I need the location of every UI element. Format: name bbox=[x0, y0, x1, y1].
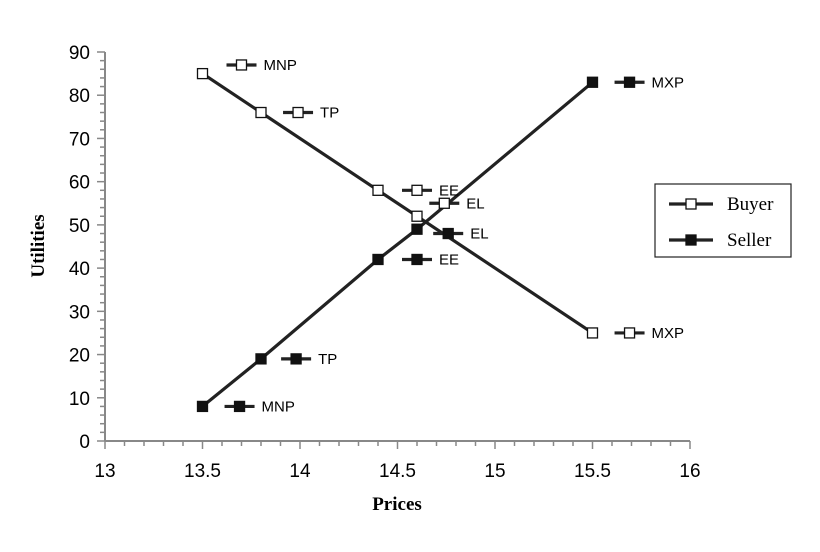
annotation-marker bbox=[411, 184, 423, 196]
marker-seller bbox=[196, 400, 209, 413]
marker-seller bbox=[586, 76, 599, 88]
annotation-mxp: MXP bbox=[614, 325, 685, 342]
annotations: MNP TP EE EL MXP MXP EL EE TP MNP bbox=[224, 57, 685, 415]
annotation-label: MNP bbox=[264, 57, 297, 74]
legend-label: Buyer bbox=[727, 194, 774, 215]
y-tick-label: 30 bbox=[69, 302, 90, 323]
series-markers bbox=[196, 67, 599, 413]
marker-buyer bbox=[586, 327, 599, 339]
axes bbox=[97, 51, 691, 449]
marker-buyer bbox=[196, 67, 209, 80]
y-axis-title: Utilities bbox=[28, 214, 49, 277]
x-tick-label: 15 bbox=[484, 461, 505, 482]
annotation-marker bbox=[235, 59, 248, 71]
legend-entry-seller: Seller bbox=[669, 230, 772, 251]
y-tick-label: 20 bbox=[69, 346, 90, 367]
annotation-label: MXP bbox=[652, 325, 685, 342]
marker-seller bbox=[372, 253, 384, 266]
y-tick-label: 60 bbox=[69, 173, 90, 194]
annotation-marker bbox=[623, 76, 636, 88]
annotation-label: EE bbox=[439, 251, 459, 268]
annotation-tp: TP bbox=[283, 105, 339, 122]
annotation-marker bbox=[290, 353, 302, 365]
x-tick-label: 14 bbox=[289, 461, 311, 482]
y-tick-label: 90 bbox=[69, 43, 90, 64]
annotation-label: EE bbox=[439, 182, 459, 199]
annotation-label: EL bbox=[466, 195, 484, 212]
annotation-label: TP bbox=[318, 351, 337, 368]
annotation-marker bbox=[233, 400, 246, 413]
marker-seller bbox=[255, 353, 267, 365]
y-tick-label: 50 bbox=[69, 216, 90, 237]
marker-buyer bbox=[372, 184, 384, 196]
x-tick-label: 15.5 bbox=[574, 461, 611, 482]
y-tick-label: 0 bbox=[79, 432, 90, 453]
legend-marker bbox=[685, 234, 697, 246]
annotation-label: TP bbox=[320, 105, 339, 122]
x-tick-label: 13.5 bbox=[184, 461, 221, 482]
x-tick-label: 16 bbox=[679, 461, 700, 482]
y-tick-label: 80 bbox=[69, 86, 90, 107]
annotation-label: MNP bbox=[262, 398, 295, 415]
x-tick-label: 13 bbox=[94, 461, 115, 482]
x-tick-label: 14.5 bbox=[379, 461, 416, 482]
annotation-mxp: MXP bbox=[614, 74, 685, 91]
marker-buyer bbox=[255, 106, 267, 119]
annotation-marker bbox=[442, 227, 454, 240]
annotation-label: MXP bbox=[652, 74, 685, 91]
y-tick-label: 40 bbox=[69, 259, 90, 280]
legend-marker bbox=[685, 198, 697, 210]
legend: Buyer Seller bbox=[654, 183, 792, 258]
annotation-mnp: MNP bbox=[224, 398, 295, 415]
legend-entry-buyer: Buyer bbox=[669, 194, 774, 215]
annotation-mnp: MNP bbox=[226, 57, 297, 74]
annotation-el: EL bbox=[429, 195, 485, 212]
annotation-label: EL bbox=[470, 226, 488, 243]
annotation-el: EL bbox=[433, 226, 489, 243]
y-tick-label: 10 bbox=[69, 389, 90, 410]
annotation-marker bbox=[623, 327, 636, 339]
tick-labels: 0 10 20 30 40 50 60 70 80 90 13 13.5 14 14.5 15 15.5 16 bbox=[69, 43, 701, 482]
annotation-tp: TP bbox=[281, 351, 337, 368]
annotation-marker bbox=[411, 253, 423, 266]
annotation-ee: EE bbox=[402, 182, 459, 199]
legend-box bbox=[654, 183, 792, 258]
annotation-ee: EE bbox=[402, 251, 459, 268]
marker-buyer bbox=[411, 210, 423, 222]
annotation-marker bbox=[292, 106, 304, 119]
y-tick-label: 70 bbox=[69, 129, 90, 150]
marker-seller bbox=[411, 223, 423, 235]
annotation-marker bbox=[438, 197, 450, 209]
x-axis-title: Prices bbox=[372, 494, 422, 515]
legend-label: Seller bbox=[727, 230, 772, 251]
